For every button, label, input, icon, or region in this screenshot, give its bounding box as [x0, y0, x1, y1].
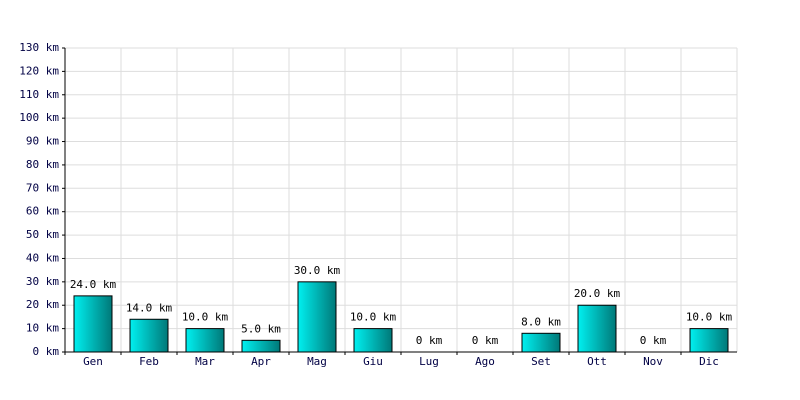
y-tick-label: 50 km	[26, 228, 59, 241]
x-tick-label: Lug	[419, 355, 439, 368]
bar	[577, 304, 617, 353]
y-tick-label: 130 km	[19, 41, 59, 54]
bar	[73, 295, 113, 353]
y-tick-label: 0 km	[33, 345, 60, 358]
bar	[297, 281, 337, 353]
bar	[689, 328, 729, 353]
value-label: 0 km	[640, 334, 667, 347]
value-label: 0 km	[416, 334, 443, 347]
y-tick-label: 70 km	[26, 181, 59, 194]
x-tick-label: Mar	[195, 355, 215, 368]
x-tick-label: Set	[531, 355, 551, 368]
value-label: 20.0 km	[574, 287, 621, 300]
x-tick-label: Giu	[363, 355, 383, 368]
x-tick-label: Dic	[699, 355, 719, 368]
grid	[62, 47, 738, 355]
value-label: 10.0 km	[182, 311, 229, 324]
y-tick-label: 110 km	[19, 88, 59, 101]
x-tick-label: Gen	[83, 355, 103, 368]
y-tick-label: 100 km	[19, 111, 59, 124]
y-tick-label: 30 km	[26, 275, 59, 288]
value-label: 30.0 km	[294, 264, 341, 277]
x-tick-label: Ago	[475, 355, 495, 368]
value-label: 24.0 km	[70, 278, 117, 291]
y-tick-label: 120 km	[19, 64, 59, 77]
value-label: 10.0 km	[350, 311, 397, 324]
value-label: 8.0 km	[521, 315, 561, 328]
y-tick-label: 40 km	[26, 251, 59, 264]
x-tick-label: Feb	[139, 355, 159, 368]
y-tick-label: 10 km	[26, 322, 59, 335]
value-label: 0 km	[472, 334, 499, 347]
x-tick-label: Nov	[643, 355, 663, 368]
bar	[521, 332, 561, 353]
bar	[241, 339, 281, 353]
bar	[353, 328, 393, 353]
value-label: 5.0 km	[241, 322, 281, 335]
y-tick-label: 80 km	[26, 158, 59, 171]
bar	[185, 328, 225, 353]
x-tick-label: Apr	[251, 355, 271, 368]
value-label: 10.0 km	[686, 311, 733, 324]
y-tick-label: 90 km	[26, 135, 59, 148]
marks	[73, 281, 729, 353]
value-label: 14.0 km	[126, 301, 173, 314]
y-tick-label: 20 km	[26, 298, 59, 311]
bar	[129, 318, 169, 353]
x-tick-label: Ott	[587, 355, 607, 368]
x-tick-label: Mag	[307, 355, 327, 368]
y-tick-label: 60 km	[26, 205, 59, 218]
